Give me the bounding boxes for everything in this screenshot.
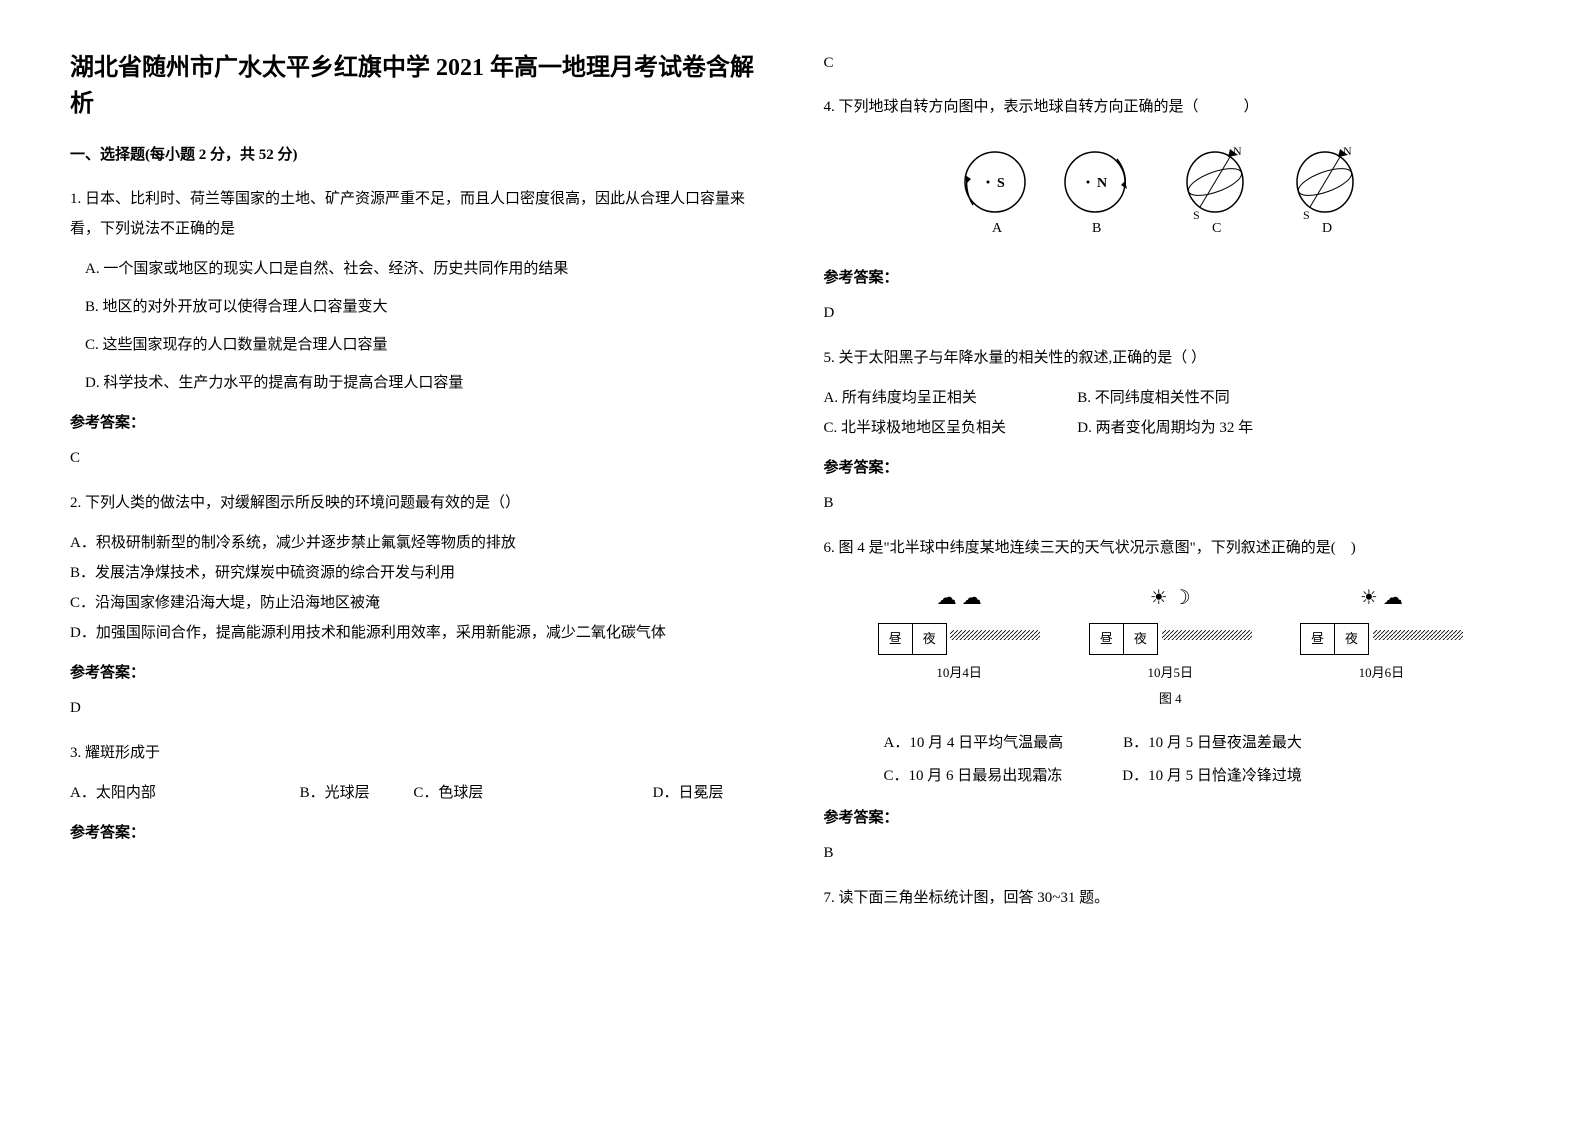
q3-optA: A．太阳内部 xyxy=(70,778,156,808)
q2-text: 2. 下列人类的做法中，对缓解图示所反映的环境问题最有效的是（） xyxy=(70,488,764,518)
q6-options: A．10 月 4 日平均气温最高 B．10 月 5 日昼夜温差最大 C．10 月… xyxy=(884,727,1518,793)
q3-text: 3. 耀斑形成于 xyxy=(70,738,764,768)
exam-title: 湖北省随州市广水太平乡红旗中学 2021 年高一地理月考试卷含解析 xyxy=(70,50,764,122)
q1-optA: A. 一个国家或地区的现实人口是自然、社会、经济、历史共同作用的结果 xyxy=(85,254,764,284)
day2-date: 10月5日 xyxy=(1089,660,1252,686)
label-n-d: N xyxy=(1343,144,1352,158)
label-d: D xyxy=(1322,221,1332,236)
q5-row2: C. 北半球极地地区呈负相关 D. 两者变化周期均为 32 年 xyxy=(824,413,1518,443)
day1-icons: ☁ ☁ xyxy=(878,578,1041,618)
q1-answer-label: 参考答案： xyxy=(70,408,764,438)
q6-optA: A．10 月 4 日平均气温最高 xyxy=(884,727,1064,760)
question-4: 4. 下列地球自转方向图中，表示地球自转方向正确的是（ ） S A N xyxy=(824,92,1518,328)
day2-box: 昼 夜 xyxy=(1089,623,1158,655)
day3-icons: ☀ ☁ xyxy=(1300,578,1463,618)
question-2: 2. 下列人类的做法中，对缓解图示所反映的环境问题最有效的是（） A．积极研制新… xyxy=(70,488,764,723)
day2-night: 夜 xyxy=(1124,624,1157,654)
q4-diagram: S A N B N S xyxy=(824,137,1518,248)
q6-optB: B．10 月 5 日昼夜温差最大 xyxy=(1123,727,1302,760)
q1-optC: C. 这些国家现存的人口数量就是合理人口容量 xyxy=(85,330,764,360)
label-a: A xyxy=(992,221,1003,236)
label-s: S xyxy=(997,176,1005,191)
q4-text: 4. 下列地球自转方向图中，表示地球自转方向正确的是（ ） xyxy=(824,92,1518,122)
q5-optC: C. 北半球极地地区呈负相关 xyxy=(824,413,1074,443)
day1-box: 昼 夜 xyxy=(878,623,947,655)
q5-optD: D. 两者变化周期均为 32 年 xyxy=(1077,420,1253,436)
day1-date: 10月4日 xyxy=(878,660,1041,686)
q1-optB: B. 地区的对外开放可以使得合理人口容量变大 xyxy=(85,292,764,322)
q6-answer: B xyxy=(824,838,1518,868)
exam-page: 湖北省随州市广水太平乡红旗中学 2021 年高一地理月考试卷含解析 一、选择题(… xyxy=(0,0,1587,978)
label-b: B xyxy=(1092,221,1101,236)
q4-answer-label: 参考答案： xyxy=(824,263,1518,293)
day3-box: 昼 夜 xyxy=(1300,623,1369,655)
q6-answer-label: 参考答案： xyxy=(824,803,1518,833)
q7-text: 7. 读下面三角坐标统计图，回答 30~31 题。 xyxy=(824,883,1518,913)
q3-optB: B．光球层 xyxy=(300,778,370,808)
day1-day: 昼 xyxy=(879,624,913,654)
day2-icons: ☀ ☽ xyxy=(1089,578,1252,618)
weather-day2: ☀ ☽ 昼 夜 10月5日 图 4 xyxy=(1089,578,1252,712)
label-n: N xyxy=(1097,176,1107,191)
q5-text: 5. 关于太阳黑子与年降水量的相关性的叙述,正确的是（ ） xyxy=(824,343,1518,373)
day3-date: 10月6日 xyxy=(1300,660,1463,686)
left-column: 湖北省随州市广水太平乡红旗中学 2021 年高一地理月考试卷含解析 一、选择题(… xyxy=(70,50,764,928)
q3-answer: C xyxy=(824,50,1518,77)
q5-answer-label: 参考答案： xyxy=(824,453,1518,483)
q6-text: 6. 图 4 是"北半球中纬度某地连续三天的天气状况示意图"，下列叙述正确的是(… xyxy=(824,533,1518,563)
q6-optC: C．10 月 6 日最易出现霜冻 xyxy=(884,760,1063,793)
day2-day: 昼 xyxy=(1090,624,1124,654)
q5-optB: B. 不同纬度相关性不同 xyxy=(1077,390,1230,406)
q3-options: A．太阳内部 B．光球层 C．色球层 D．日冕层 xyxy=(70,778,764,808)
hatching-icon xyxy=(950,630,1040,640)
hatching-icon xyxy=(1162,630,1252,640)
weather-day3: ☀ ☁ 昼 夜 10月6日 xyxy=(1300,578,1463,712)
q2-answer: D xyxy=(70,693,764,723)
rotation-diagram-svg: S A N B N S xyxy=(945,137,1395,237)
fig-label: 图 4 xyxy=(1089,686,1252,712)
q5-optA: A. 所有纬度均呈正相关 xyxy=(824,383,1074,413)
label-c: C xyxy=(1212,221,1221,236)
question-7: 7. 读下面三角坐标统计图，回答 30~31 题。 xyxy=(824,883,1518,913)
hatching-icon xyxy=(1373,630,1463,640)
q1-answer: C xyxy=(70,443,764,473)
label-s-c: S xyxy=(1193,208,1200,222)
q2-optC: C．沿海国家修建沿海大堤，防止沿海地区被淹 xyxy=(70,588,764,618)
question-3: 3. 耀斑形成于 A．太阳内部 B．光球层 C．色球层 D．日冕层 参考答案： xyxy=(70,738,764,848)
q2-optB: B．发展洁净煤技术，研究煤炭中硫资源的综合开发与利用 xyxy=(70,558,764,588)
q5-answer: B xyxy=(824,488,1518,518)
weather-day1: ☁ ☁ 昼 夜 10月4日 xyxy=(878,578,1041,712)
day3-night: 夜 xyxy=(1335,624,1368,654)
q2-answer-label: 参考答案： xyxy=(70,658,764,688)
q1-text: 1. 日本、比利时、荷兰等国家的土地、矿产资源严重不足，而且人口密度很高，因此从… xyxy=(70,184,764,244)
q3-optC: C．色球层 xyxy=(413,778,483,808)
q3-answer-label: 参考答案： xyxy=(70,818,764,848)
q6-optD: D．10 月 5 日恰逢冷锋过境 xyxy=(1122,760,1302,793)
q4-answer: D xyxy=(824,298,1518,328)
weather-diagram: ☁ ☁ 昼 夜 10月4日 ☀ ☽ 昼 夜 10月5日 xyxy=(854,578,1488,712)
right-column: C 4. 下列地球自转方向图中，表示地球自转方向正确的是（ ） S A xyxy=(824,50,1518,928)
label-n-c: N xyxy=(1233,144,1242,158)
day3-day: 昼 xyxy=(1301,624,1335,654)
q1-optD: D. 科学技术、生产力水平的提高有助于提高合理人口容量 xyxy=(85,368,764,398)
q3-optD: D．日冕层 xyxy=(653,778,724,808)
q2-optD: D．加强国际间合作，提高能源利用技术和能源利用效率，采用新能源，减少二氧化碳气体 xyxy=(70,618,764,648)
q5-row1: A. 所有纬度均呈正相关 B. 不同纬度相关性不同 xyxy=(824,383,1518,413)
question-6: 6. 图 4 是"北半球中纬度某地连续三天的天气状况示意图"，下列叙述正确的是(… xyxy=(824,533,1518,868)
q2-optA: A．积极研制新型的制冷系统，减少并逐步禁止氟氯烃等物质的排放 xyxy=(70,528,764,558)
day1-night: 夜 xyxy=(913,624,946,654)
label-s-d: S xyxy=(1303,208,1310,222)
section-header: 一、选择题(每小题 2 分，共 52 分) xyxy=(70,142,764,169)
question-5: 5. 关于太阳黑子与年降水量的相关性的叙述,正确的是（ ） A. 所有纬度均呈正… xyxy=(824,343,1518,518)
question-1: 1. 日本、比利时、荷兰等国家的土地、矿产资源严重不足，而且人口密度很高，因此从… xyxy=(70,184,764,473)
